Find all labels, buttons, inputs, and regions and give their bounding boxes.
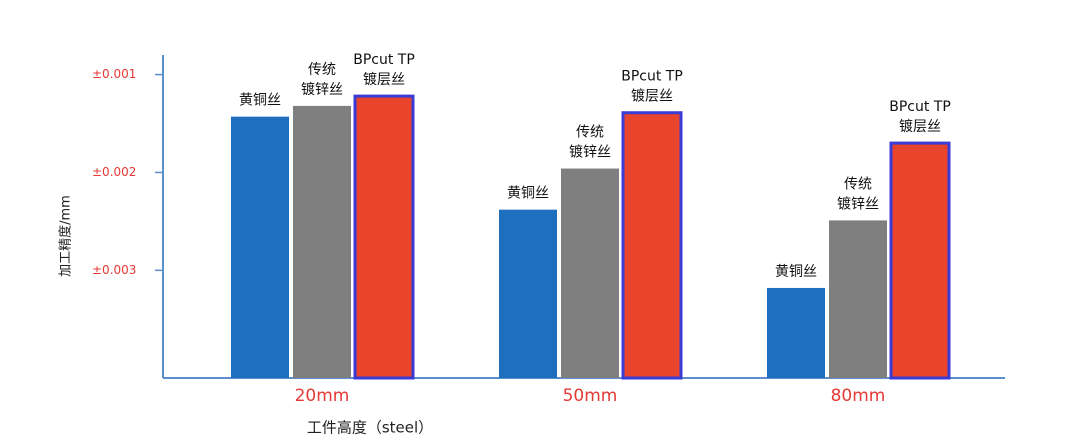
bar-label: 黄铜丝: [775, 263, 817, 280]
bar-label: 黄铜丝: [507, 185, 549, 202]
bar: [889, 141, 951, 380]
bar-label: 传统镀锌丝: [837, 176, 879, 212]
bar: [767, 287, 825, 378]
x-tick-label: 20mm: [295, 386, 350, 406]
bar-label: 传统镀锌丝: [301, 62, 343, 98]
y-axis-title: 加工精度/mm: [58, 195, 74, 277]
bar: [499, 209, 557, 378]
bar-label: 黄铜丝: [239, 92, 281, 109]
x-tick-label: 80mm: [831, 386, 886, 406]
bar: [829, 220, 887, 378]
x-tick-label: 50mm: [563, 386, 618, 406]
bar-label: 传统镀锌丝: [569, 125, 611, 161]
bar-label: BPcut TP 镀层丝: [889, 99, 951, 135]
bar-label: BPcut TP 镀层丝: [621, 69, 683, 105]
bar-label: BPcut TP 镀层丝: [353, 52, 415, 88]
y-tick-label: ±0.001: [92, 67, 136, 81]
y-tick-label: ±0.002: [92, 165, 136, 179]
x-axis-title: 工件高度（steel）: [307, 419, 433, 437]
bar: [621, 111, 683, 380]
bar: [293, 105, 351, 378]
bar: [353, 94, 415, 380]
bar: [231, 116, 289, 378]
bar: [561, 168, 619, 378]
y-tick-label: ±0.003: [92, 263, 136, 277]
